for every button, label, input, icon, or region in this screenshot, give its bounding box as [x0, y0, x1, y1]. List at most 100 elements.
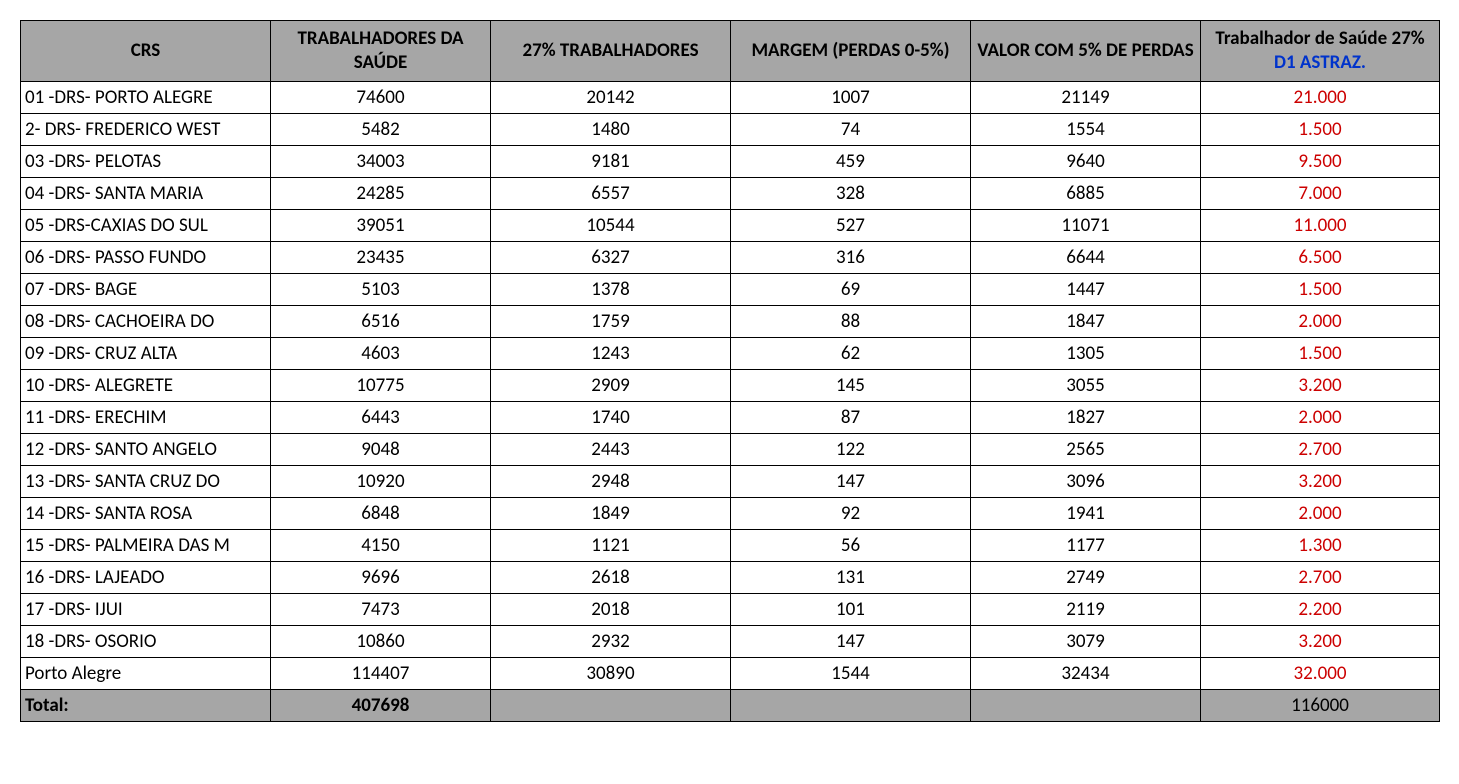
cell-margem: 1544 [731, 657, 971, 689]
cell-p27: 30890 [491, 657, 731, 689]
col-d1: Trabalhador de Saúde 27% D1 ASTRAZ. [1201, 21, 1440, 82]
cell-margem: 88 [731, 305, 971, 337]
cell-v5: 3096 [971, 465, 1201, 497]
cell-d1: 21.000 [1201, 81, 1440, 113]
cell-d1: 1.500 [1201, 113, 1440, 145]
cell-crs: 04 -DRS- SANTA MARIA [21, 177, 271, 209]
cell-d1: 1.500 [1201, 337, 1440, 369]
cell-p27: 20142 [491, 81, 731, 113]
cell-margem: 328 [731, 177, 971, 209]
cell-margem: 87 [731, 401, 971, 433]
cell-trab: 23435 [271, 241, 491, 273]
cell-trab: 39051 [271, 209, 491, 241]
col-d1-text: Trabalhador de Saúde 27% [1215, 27, 1424, 50]
cell-v5: 1447 [971, 273, 1201, 305]
total-label: Total: [21, 689, 271, 721]
cell-d1: 2.000 [1201, 401, 1440, 433]
cell-v5: 1941 [971, 497, 1201, 529]
cell-crs: 2- DRS- FREDERICO WEST [21, 113, 271, 145]
table-row: 05 -DRS-CAXIAS DO SUL3905110544527110711… [21, 209, 1440, 241]
cell-trab: 74600 [271, 81, 491, 113]
cell-v5: 1827 [971, 401, 1201, 433]
cell-v5: 32434 [971, 657, 1201, 689]
cell-d1: 9.500 [1201, 145, 1440, 177]
cell-v5: 2565 [971, 433, 1201, 465]
cell-margem: 131 [731, 561, 971, 593]
cell-d1: 1.300 [1201, 529, 1440, 561]
cell-trab: 5103 [271, 273, 491, 305]
cell-crs: 10 -DRS- ALEGRETE [21, 369, 271, 401]
cell-d1: 2.700 [1201, 433, 1440, 465]
cell-crs: 05 -DRS-CAXIAS DO SUL [21, 209, 271, 241]
cell-trab: 4150 [271, 529, 491, 561]
cell-trab: 4603 [271, 337, 491, 369]
cell-margem: 92 [731, 497, 971, 529]
table-row: 16 -DRS- LAJEADO9696261813127492.700 [21, 561, 1440, 593]
total-d1: 116000 [1201, 689, 1440, 721]
col-p27: 27% TRABALHADORES [491, 21, 731, 82]
cell-d1: 2.000 [1201, 305, 1440, 337]
table-row: 04 -DRS- SANTA MARIA24285655732868857.00… [21, 177, 1440, 209]
total-p27 [491, 689, 731, 721]
cell-margem: 62 [731, 337, 971, 369]
cell-d1: 32.000 [1201, 657, 1440, 689]
cell-crs: 09 -DRS- CRUZ ALTA [21, 337, 271, 369]
cell-v5: 21149 [971, 81, 1201, 113]
table-total-row: Total:407698116000 [21, 689, 1440, 721]
cell-v5: 1554 [971, 113, 1201, 145]
table-row: Porto Alegre1144073089015443243432.000 [21, 657, 1440, 689]
cell-v5: 2119 [971, 593, 1201, 625]
cell-p27: 2948 [491, 465, 731, 497]
cell-trab: 34003 [271, 145, 491, 177]
cell-p27: 10544 [491, 209, 731, 241]
cell-d1: 1.500 [1201, 273, 1440, 305]
cell-p27: 1849 [491, 497, 731, 529]
cell-margem: 69 [731, 273, 971, 305]
cell-crs: 07 -DRS- BAGE [21, 273, 271, 305]
cell-margem: 147 [731, 625, 971, 657]
cell-crs: 03 -DRS- PELOTAS [21, 145, 271, 177]
cell-margem: 527 [731, 209, 971, 241]
cell-crs: 14 -DRS- SANTA ROSA [21, 497, 271, 529]
cell-d1: 2.000 [1201, 497, 1440, 529]
cell-crs: 18 -DRS- OSORIO [21, 625, 271, 657]
cell-trab: 24285 [271, 177, 491, 209]
cell-trab: 10920 [271, 465, 491, 497]
cell-margem: 1007 [731, 81, 971, 113]
cell-margem: 459 [731, 145, 971, 177]
cell-margem: 74 [731, 113, 971, 145]
table-row: 18 -DRS- OSORIO10860293214730793.200 [21, 625, 1440, 657]
cell-p27: 1378 [491, 273, 731, 305]
cell-d1: 3.200 [1201, 625, 1440, 657]
table-row: 12 -DRS- SANTO ANGELO9048244312225652.70… [21, 433, 1440, 465]
cell-p27: 6557 [491, 177, 731, 209]
total-v5 [971, 689, 1201, 721]
cell-trab: 9048 [271, 433, 491, 465]
cell-trab: 10860 [271, 625, 491, 657]
table-row: 2- DRS- FREDERICO WEST548214807415541.50… [21, 113, 1440, 145]
table-row: 17 -DRS- IJUI7473201810121192.200 [21, 593, 1440, 625]
cell-p27: 1480 [491, 113, 731, 145]
table-row: 08 -DRS- CACHOEIRA DO 651617598818472.00… [21, 305, 1440, 337]
cell-margem: 316 [731, 241, 971, 273]
cell-crs: 06 -DRS- PASSO FUNDO [21, 241, 271, 273]
cell-v5: 9640 [971, 145, 1201, 177]
table-row: 15 -DRS- PALMEIRA DAS M415011215611771.3… [21, 529, 1440, 561]
cell-d1: 3.200 [1201, 465, 1440, 497]
total-margem [731, 689, 971, 721]
cell-p27: 1121 [491, 529, 731, 561]
table-row: 09 -DRS- CRUZ ALTA460312436213051.500 [21, 337, 1440, 369]
crs-table: CRS TRABALHADORES DA SAÚDE 27% TRABALHAD… [20, 20, 1440, 722]
cell-v5: 3055 [971, 369, 1201, 401]
cell-p27: 6327 [491, 241, 731, 273]
cell-v5: 6644 [971, 241, 1201, 273]
cell-trab: 5482 [271, 113, 491, 145]
cell-crs: Porto Alegre [21, 657, 271, 689]
cell-v5: 2749 [971, 561, 1201, 593]
cell-margem: 145 [731, 369, 971, 401]
col-d1-astraz: D1 ASTRAZ. [1274, 51, 1366, 74]
cell-crs: 17 -DRS- IJUI [21, 593, 271, 625]
cell-crs: 08 -DRS- CACHOEIRA DO [21, 305, 271, 337]
cell-d1: 7.000 [1201, 177, 1440, 209]
cell-d1: 3.200 [1201, 369, 1440, 401]
